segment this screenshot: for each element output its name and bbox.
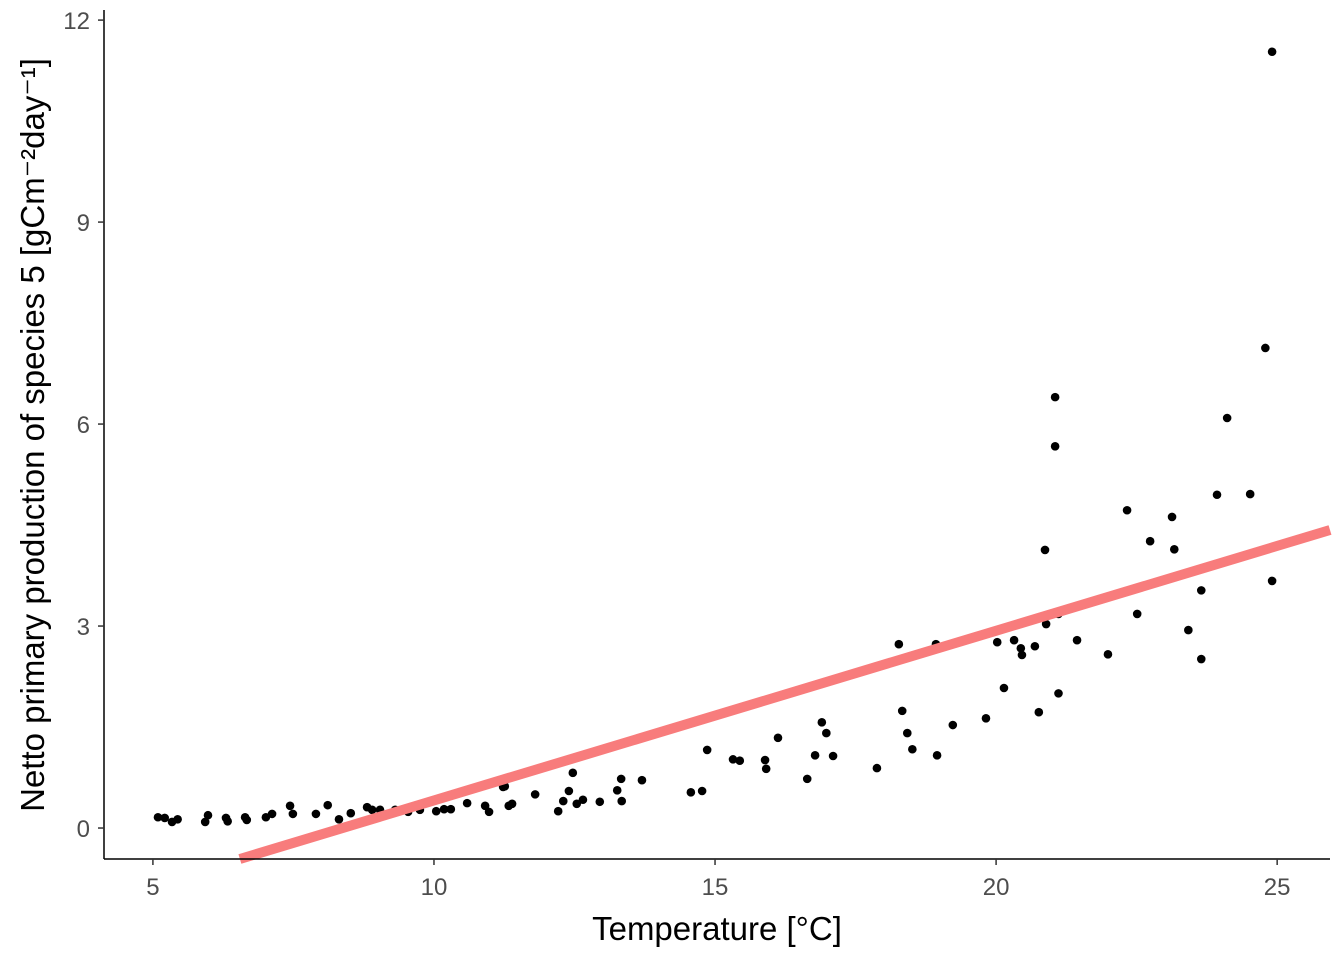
- data-point: [439, 804, 449, 814]
- data-point: [981, 713, 991, 723]
- data-point: [446, 804, 456, 814]
- data-point: [346, 808, 356, 818]
- data-point: [1034, 707, 1044, 717]
- data-point: [1009, 635, 1019, 645]
- data-point: [612, 786, 622, 795]
- y-tick-label: 6: [77, 412, 90, 439]
- data-point: [1016, 643, 1026, 653]
- data-point: [897, 706, 907, 716]
- data-point: [160, 813, 170, 823]
- data-point: [572, 799, 582, 809]
- y-tick-label: 0: [77, 816, 90, 843]
- data-point: [334, 814, 344, 824]
- data-point: [728, 755, 738, 764]
- fit-line-layer: [238, 525, 1332, 864]
- data-point: [1132, 609, 1142, 619]
- data-point: [735, 756, 745, 766]
- data-point: [285, 801, 295, 811]
- y-tick-label: 3: [77, 614, 90, 641]
- data-point: [617, 796, 627, 806]
- data-point: [992, 637, 1002, 647]
- data-point: [1184, 625, 1193, 635]
- data-point: [267, 809, 277, 819]
- data-point: [203, 810, 213, 820]
- data-point: [311, 809, 321, 819]
- data-point: [697, 786, 707, 796]
- y-tick-label: 12: [63, 8, 90, 35]
- data-point: [323, 800, 333, 810]
- data-point: [637, 775, 647, 785]
- data-point: [616, 774, 626, 784]
- data-point: [902, 728, 912, 738]
- data-point: [462, 798, 472, 808]
- data-point: [1050, 441, 1060, 451]
- data-point: [1261, 343, 1270, 353]
- data-point: [1103, 650, 1113, 659]
- data-point: [558, 796, 568, 806]
- data-point: [1017, 650, 1027, 660]
- data-point: [242, 815, 252, 825]
- regression-line: [238, 525, 1332, 864]
- data-point: [1167, 512, 1177, 522]
- data-point: [553, 806, 563, 816]
- data-point: [507, 799, 517, 809]
- data-point: [908, 744, 917, 754]
- data-point: [760, 755, 770, 765]
- data-point: [200, 817, 210, 827]
- data-point: [999, 683, 1009, 693]
- data-point: [1222, 413, 1232, 423]
- points-layer: [153, 47, 1277, 827]
- x-tick-label: 5: [146, 874, 159, 901]
- data-point: [1169, 544, 1179, 554]
- data-point: [948, 720, 958, 730]
- data-point: [1040, 545, 1050, 555]
- data-point: [530, 790, 540, 799]
- data-point: [1196, 654, 1206, 664]
- data-point: [802, 774, 812, 784]
- data-point: [1072, 635, 1082, 645]
- data-point: [1122, 505, 1132, 515]
- x-tick-label: 10: [421, 874, 448, 901]
- data-point: [431, 806, 441, 816]
- data-point: [1212, 490, 1222, 500]
- data-point: [564, 786, 574, 796]
- data-point: [1267, 576, 1277, 586]
- data-point: [1054, 689, 1063, 698]
- data-point: [568, 768, 578, 778]
- x-tick-label: 15: [702, 874, 729, 901]
- data-point: [1050, 392, 1060, 402]
- data-point: [1245, 489, 1255, 499]
- data-point: [932, 751, 942, 760]
- data-point: [595, 797, 605, 807]
- data-point: [1145, 536, 1155, 546]
- data-point: [817, 718, 827, 727]
- y-tick-label: 9: [77, 210, 90, 237]
- data-point: [173, 814, 182, 824]
- data-point: [828, 751, 838, 761]
- x-tick-label: 25: [1264, 874, 1291, 901]
- ticks-layer: 5 10 15 20 25 0 3 6 9 12: [63, 8, 1290, 901]
- data-point: [1267, 47, 1277, 57]
- data-point: [153, 812, 163, 822]
- data-point: [1041, 619, 1051, 629]
- x-axis-title: Temperature [°C]: [592, 910, 842, 947]
- data-point: [223, 816, 232, 826]
- data-point: [484, 807, 494, 817]
- data-point: [686, 788, 696, 797]
- data-point: [761, 764, 771, 774]
- data-point: [367, 805, 377, 815]
- data-point: [810, 751, 820, 760]
- data-point: [578, 795, 588, 805]
- data-point: [288, 809, 298, 819]
- x-tick-label: 20: [983, 874, 1010, 901]
- data-point: [702, 745, 712, 755]
- data-point: [773, 733, 783, 743]
- y-axis-title: Netto primary production of species 5 [g…: [14, 58, 51, 812]
- data-point: [872, 763, 882, 773]
- data-point: [1196, 586, 1206, 595]
- data-point: [1030, 641, 1040, 651]
- data-point: [822, 728, 831, 738]
- data-point: [894, 639, 904, 649]
